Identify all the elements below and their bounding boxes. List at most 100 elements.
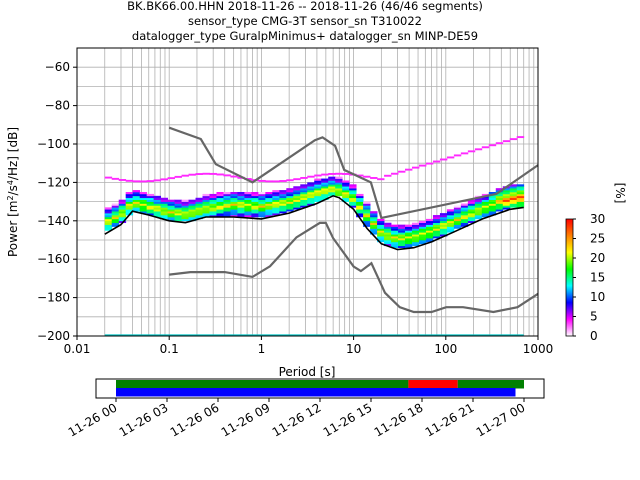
heatmap-cell — [321, 180, 329, 183]
heatmap-cell — [223, 201, 231, 204]
heatmap-cell — [418, 240, 427, 243]
heatmap-cell — [209, 209, 217, 212]
heatmap-cell — [370, 215, 378, 218]
heatmap-cell — [425, 218, 434, 222]
heatmap-cell — [425, 222, 434, 225]
heatmap-cell — [363, 209, 371, 212]
heatmap-cell — [265, 207, 273, 210]
heatmap-cell — [167, 199, 175, 202]
heatmap-cell — [307, 195, 315, 199]
heatmap-cell — [300, 193, 308, 197]
heatmap-cell — [293, 186, 301, 189]
heatmap-cell — [460, 222, 469, 225]
heatmap-cell — [370, 226, 378, 229]
heatmap-cell — [356, 211, 364, 214]
heatmap-cell — [363, 215, 371, 218]
heatmap-cell — [502, 193, 511, 197]
heatmap-cell — [160, 216, 168, 220]
heatmap-cell — [279, 201, 287, 204]
heatmap-cell — [132, 205, 141, 208]
heatmap-cell — [160, 205, 168, 208]
heatmap-cell — [411, 241, 420, 245]
heatmap-cell — [174, 201, 182, 204]
heatmap-cell — [307, 188, 315, 191]
heatmap-cell — [467, 218, 476, 222]
heatmap-cell — [272, 207, 280, 210]
heatmap-cell — [474, 215, 483, 218]
heatmap-cell — [174, 175, 182, 178]
heatmap-cell — [356, 201, 364, 204]
heatmap-cell — [125, 199, 134, 202]
heatmap-cell — [265, 199, 273, 202]
heatmap-cell — [418, 164, 427, 167]
heatmap-cell — [258, 209, 266, 212]
heatmap-cell — [146, 213, 155, 216]
colorbar: 0 5 10 15 20 25 30 [%] — [565, 183, 627, 343]
heatmap-cell — [104, 211, 113, 214]
heatmap-cell — [265, 180, 273, 183]
heatmap-cell — [495, 197, 504, 200]
noise-model-high-line — [168, 126, 539, 220]
coverage-band — [116, 380, 409, 389]
heatmap-cell — [335, 172, 343, 175]
heatmap-cell — [474, 216, 483, 220]
heatmap-cell — [258, 211, 266, 214]
heatmap-cell — [377, 218, 385, 222]
heatmap-cell — [216, 211, 224, 214]
heatmap-cell — [370, 224, 378, 227]
heatmap-cell — [314, 186, 322, 189]
heatmap-cell — [216, 199, 224, 202]
heatmap-cell — [195, 203, 203, 206]
heatmap-cell — [384, 236, 392, 239]
heatmap-cell — [391, 234, 399, 237]
heatmap-cell — [446, 209, 455, 212]
heatmap-cell — [370, 220, 378, 224]
heatmap-cell — [237, 203, 245, 206]
heatmap-cell — [104, 213, 113, 216]
heatmap-cell — [216, 197, 224, 200]
colorbar-tick-label: 20 — [590, 251, 605, 265]
heatmap-cell — [300, 176, 308, 179]
heatmap-cell — [230, 193, 238, 197]
heatmap-cell — [188, 205, 196, 208]
heatmap-cell — [244, 207, 252, 210]
heatmap-cell — [481, 146, 490, 149]
heatmap-cell — [446, 230, 455, 233]
heatmap-cell — [125, 207, 134, 210]
heatmap-cell — [418, 238, 427, 241]
heatmap-cell — [167, 213, 175, 216]
heatmap-cell — [209, 195, 217, 199]
heatmap-cell — [425, 234, 434, 237]
heatmap-cell — [363, 205, 371, 208]
heatmap-cell — [286, 203, 294, 206]
heatmap-cell — [474, 211, 483, 214]
heatmap-cell — [132, 180, 141, 183]
heatmap-cell — [279, 180, 287, 182]
heatmap-cell — [418, 232, 427, 235]
heatmap-cell — [118, 215, 127, 218]
heatmap-cell — [509, 201, 518, 204]
heatmap-cell — [125, 211, 134, 214]
heatmap-cell — [244, 215, 252, 218]
heatmap-cell — [363, 175, 371, 178]
heatmap-cell — [342, 193, 350, 197]
heatmap-cell — [230, 215, 238, 218]
heatmap-cell — [474, 207, 483, 210]
heatmap-cell — [509, 193, 518, 197]
heatmap-cell — [111, 209, 120, 212]
heatmap-cell — [467, 207, 476, 210]
heatmap-cell — [321, 192, 329, 195]
heatmap-cell — [216, 209, 224, 212]
heatmap-cell — [509, 203, 518, 206]
heatmap-cell — [516, 203, 525, 206]
y-tick-label: −160 — [37, 252, 70, 266]
heatmap-cell — [146, 207, 155, 210]
heatmap-cell — [460, 209, 469, 212]
heatmap-cell — [104, 224, 113, 227]
heatmap-cell — [209, 203, 217, 206]
heatmap-cell — [391, 243, 399, 247]
heatmap-cell — [328, 184, 336, 187]
heatmap-cell — [453, 218, 462, 222]
heatmap-cell — [111, 205, 120, 208]
heatmap-cell — [502, 140, 511, 143]
